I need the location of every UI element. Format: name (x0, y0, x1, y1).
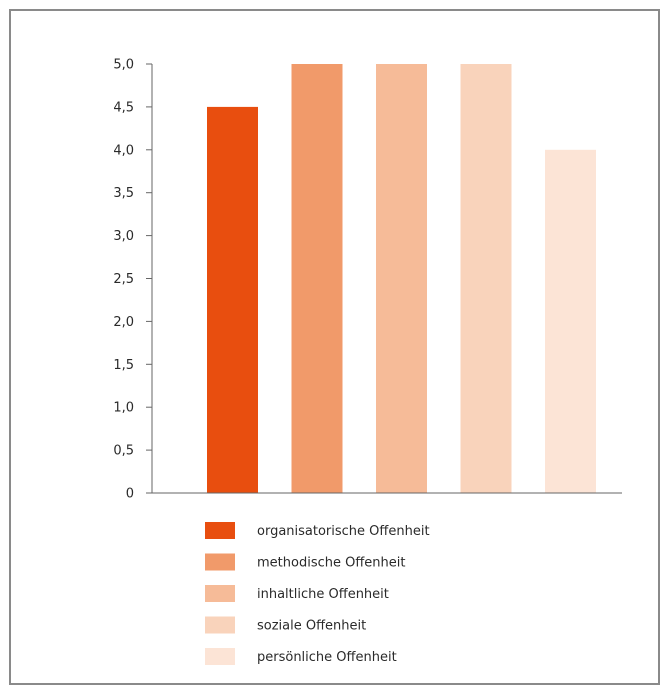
legend: organisatorische Offenheit methodische Of… (205, 522, 430, 665)
y-tick-label: 0,5 (113, 444, 134, 459)
y-tick-label: 1,5 (113, 358, 134, 373)
legend-label: methodische Offenheit (257, 556, 405, 571)
bar (376, 64, 427, 493)
y-tick-label: 1,0 (113, 401, 134, 416)
y-tick-label: 3,0 (113, 229, 134, 244)
legend-label: soziale Offenheit (257, 619, 366, 634)
bar (291, 64, 343, 493)
legend-swatch (205, 553, 235, 571)
legend-swatch (205, 616, 235, 634)
bar (545, 149, 596, 494)
legend-swatch (205, 648, 235, 665)
y-tick-label: 4,0 (113, 143, 134, 158)
legend-swatch (205, 585, 235, 602)
bar (460, 64, 512, 493)
legend-label: inhaltliche Offenheit (257, 587, 389, 602)
bars (207, 64, 596, 494)
bar (207, 106, 258, 494)
axes (151, 64, 622, 494)
legend-swatch (205, 522, 235, 539)
y-tick-label: 5,0 (113, 58, 134, 73)
y-tick-label: 0 (126, 487, 134, 502)
y-tick-label: 4,5 (113, 100, 134, 115)
legend-label: organisatorische Offenheit (257, 524, 430, 539)
y-tick-label: 3,5 (113, 186, 134, 201)
y-axis-ticks: 0 0,5 1,0 1,5 2,0 2,5 3,0 3,5 4,0 4,5 5,0 (113, 58, 152, 502)
legend-label: persönliche Offenheit (257, 650, 397, 665)
y-tick-label: 2,0 (113, 315, 134, 330)
y-tick-label: 2,5 (113, 272, 134, 287)
